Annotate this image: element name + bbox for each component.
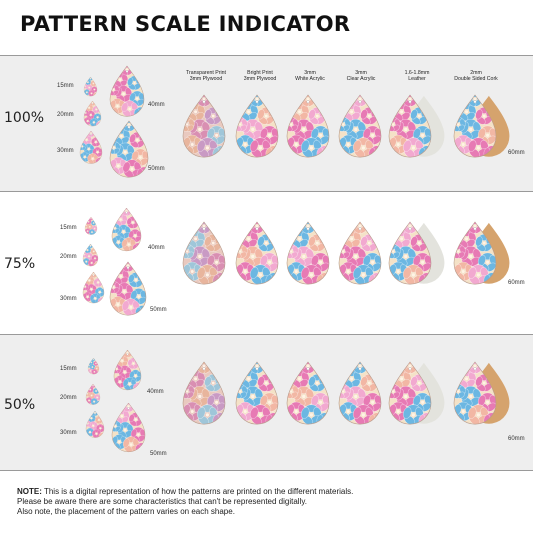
teardrop-material-sample [286,221,330,285]
size-label-30mm: 30mm [57,148,74,154]
teardrop-size-sample [85,410,105,438]
teardrop-size-sample [109,261,147,316]
divider [0,470,533,471]
teardrop-material-sample [453,94,510,158]
teardrop-size-sample [111,207,142,252]
note-line-3: Also note, the placement of the pattern … [17,507,235,516]
teardrop-size-sample [82,243,99,267]
teardrop-size-sample [113,349,142,391]
material-label-transparent: Transparent Print 3mm Plywood [186,70,226,82]
teardrop-material-sample [182,94,226,158]
scale-label-75: 75% [4,256,36,272]
note-line-1: This is a digital representation of how … [43,487,354,496]
teardrop-material-sample [338,221,382,285]
size-label-40mm: 40mm [147,389,164,395]
divider [0,191,533,192]
size-label-20mm: 20mm [60,254,77,260]
teardrop-size-sample [109,65,145,117]
material-label-white-acrylic: 3mm White Acrylic [295,70,325,82]
teardrop-size-sample [82,271,105,304]
material-label-leather: 1.6-1.8mm Leather [404,70,430,82]
page-title: PATTERN SCALE INDICATOR [20,12,351,36]
scale-label-100: 100% [4,110,45,126]
teardrop-material-sample [286,94,330,158]
material-label-cork: 2mm Double Sided Cork [454,70,498,82]
size-label-60mm: 60mm [508,436,525,442]
teardrop-size-sample [111,402,146,453]
note-line-2: Please be aware there are some character… [17,497,307,506]
size-label-20mm: 20mm [60,395,77,401]
size-label-30mm: 30mm [60,296,77,302]
size-label-15mm: 15mm [57,83,74,89]
teardrop-size-sample [83,76,98,97]
material-label-clear-acrylic: 3mm Clear Acrylic [346,70,376,82]
size-label-40mm: 40mm [148,102,165,108]
teardrop-size-sample [109,120,149,178]
teardrop-material-sample [182,361,226,425]
size-label-50mm: 50mm [150,307,167,313]
scale-label-50: 50% [4,397,36,413]
teardrop-material-sample [338,94,382,158]
size-label-60mm: 60mm [508,280,525,286]
teardrop-size-sample [79,130,103,164]
teardrop-size-sample [87,357,100,375]
teardrop-material-sample [388,94,445,158]
teardrop-material-sample [286,361,330,425]
teardrop-size-sample [84,216,98,235]
teardrop-material-sample [453,221,510,285]
teardrop-material-sample [182,221,226,285]
divider [0,334,533,335]
teardrop-material-sample [453,361,510,425]
size-label-15mm: 15mm [60,225,77,231]
size-label-15mm: 15mm [60,366,77,372]
teardrop-material-sample [338,361,382,425]
size-label-50mm: 50mm [150,451,167,457]
material-label-bright: Bright Print 3mm Plywood [243,70,277,82]
teardrop-material-sample [388,361,445,425]
teardrop-material-sample [388,221,445,285]
teardrop-material-sample [235,221,279,285]
teardrop-material-sample [235,361,279,425]
divider [0,55,533,56]
size-label-40mm: 40mm [148,245,165,251]
footnote: NOTE: This is a digital representation o… [17,487,517,517]
note-label: NOTE: [17,487,42,496]
size-label-20mm: 20mm [57,112,74,118]
size-label-30mm: 30mm [60,430,77,436]
teardrop-size-sample [85,383,101,405]
teardrop-size-sample [83,100,102,127]
teardrop-material-sample [235,94,279,158]
size-label-60mm: 60mm [508,150,525,156]
size-label-50mm: 50mm [148,166,165,172]
